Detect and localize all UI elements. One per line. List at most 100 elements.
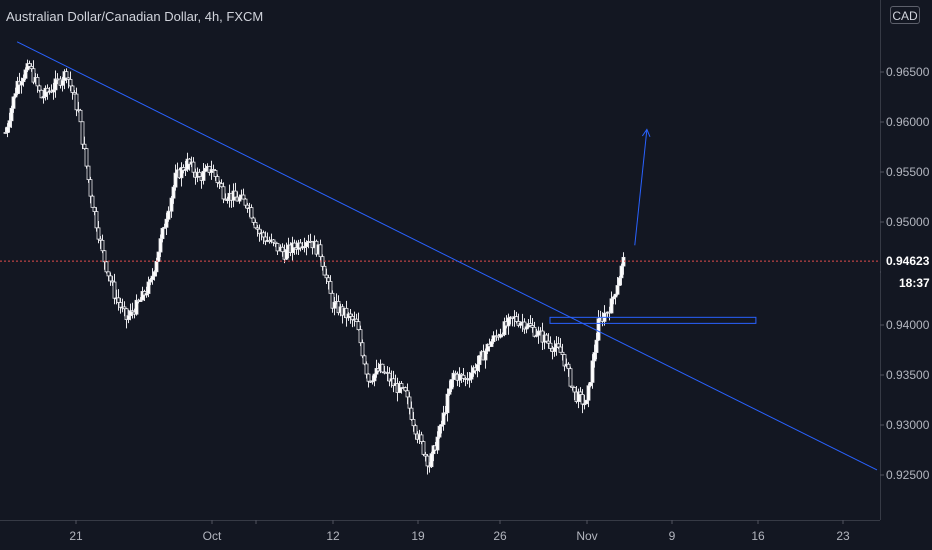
candle-body (102, 250, 107, 263)
projection-arrow[interactable] (634, 129, 648, 246)
candle-body (447, 388, 452, 395)
time-tick-label: 12 (326, 529, 340, 543)
time-tick-label: Nov (576, 529, 598, 543)
candle-body (405, 390, 410, 398)
candle-body (590, 360, 595, 383)
candle-body (201, 170, 206, 181)
candle-body (273, 241, 278, 244)
candle-body (536, 330, 541, 336)
time-tick-label: 9 (668, 529, 676, 543)
candle-body (154, 261, 159, 273)
bar-countdown: 18:37 (899, 276, 930, 290)
candle-body (304, 242, 309, 247)
currency-badge[interactable]: CAD (890, 6, 920, 24)
support-rectangle[interactable] (549, 316, 757, 324)
candle-body (552, 347, 557, 352)
candle-body (572, 387, 577, 393)
candle-body (9, 107, 14, 122)
candle-body (372, 373, 377, 382)
candle-body (409, 407, 414, 420)
time-tick-label: 23 (836, 529, 850, 543)
candle-body (106, 271, 111, 277)
candle-body (233, 190, 238, 198)
time-ticks (75, 520, 844, 524)
price-tick-label: 0.94000 (886, 318, 930, 332)
candle-body (53, 78, 58, 91)
candle-body (548, 342, 553, 349)
candle-body (613, 293, 618, 298)
candle-body (592, 352, 597, 362)
candle-body (70, 85, 75, 93)
candle-body (112, 281, 117, 299)
candle-body (92, 206, 97, 212)
candle-body (477, 355, 482, 365)
candle-body (37, 85, 42, 91)
candle-body (514, 316, 519, 322)
candle-body (213, 170, 218, 177)
candle-body (86, 165, 91, 181)
candle-body (152, 271, 157, 277)
candle-body (271, 239, 276, 243)
trendline[interactable] (16, 41, 878, 471)
candle-body (173, 172, 178, 188)
candle-body (122, 306, 127, 310)
candle-body (171, 186, 176, 199)
candle-body (469, 372, 474, 380)
candle-body (253, 221, 258, 229)
candle-body (360, 342, 365, 357)
candle-body (461, 374, 466, 379)
candle-body (280, 246, 285, 253)
candle-body (94, 211, 99, 229)
candle-body (146, 281, 151, 294)
candle-body (582, 403, 587, 406)
candle-body (332, 301, 337, 309)
time-tick-label: Oct (202, 529, 222, 543)
candle-body (27, 63, 32, 67)
candle-body (197, 171, 202, 177)
candle-body (596, 318, 601, 341)
candle-body (5, 126, 10, 133)
candle-body (328, 281, 333, 294)
candle-body (249, 207, 254, 219)
current-price-value: 0.94623 (886, 254, 930, 268)
candle-body (609, 298, 614, 314)
candle-body (451, 372, 456, 380)
time-tick-label: 26 (493, 529, 507, 543)
candle-body (566, 363, 571, 370)
candle-body (191, 161, 196, 173)
candle-body (483, 350, 488, 361)
candle-body (619, 265, 624, 279)
candle-body (156, 251, 161, 262)
candle-body (615, 285, 620, 295)
candle-body (7, 120, 12, 128)
candle-body (35, 77, 40, 87)
price-tick-label: 0.93000 (886, 418, 930, 432)
candle-body (261, 232, 266, 238)
candle-body (100, 239, 105, 252)
candle-body (203, 167, 208, 172)
candle-body (209, 169, 214, 173)
candle-body (399, 383, 404, 388)
price-tick-label: 0.95500 (886, 165, 930, 179)
candle-body (382, 371, 387, 374)
candle-body (243, 198, 248, 206)
candle-body (475, 364, 480, 372)
candle-body (126, 315, 131, 320)
candle-body (104, 261, 109, 273)
candle-body (166, 210, 171, 220)
candle-body (134, 299, 139, 315)
candle-body (108, 275, 113, 282)
candle-body (116, 297, 121, 303)
candle-body (275, 243, 280, 252)
candle-body (60, 80, 65, 86)
candle-body (84, 148, 89, 167)
candle-body (215, 176, 220, 184)
candle-body (558, 346, 563, 353)
candle-body (489, 341, 494, 347)
candle-body (568, 368, 573, 387)
candle-body (407, 396, 412, 409)
price-tick-label: 0.92500 (886, 468, 930, 482)
candle-body (160, 227, 165, 240)
